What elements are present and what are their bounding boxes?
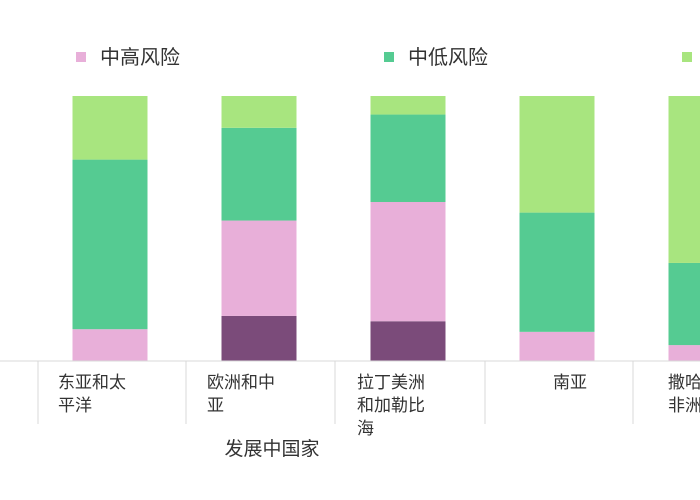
x-tick-label-line: 非洲 bbox=[668, 396, 700, 416]
bar-segment-2-2 bbox=[370, 114, 446, 202]
bar-segment-4-1 bbox=[668, 345, 700, 361]
x-tick-label-line: 亚 bbox=[207, 396, 224, 416]
x-axis bbox=[0, 360, 700, 424]
bar-segment-1-1 bbox=[221, 220, 297, 316]
legend: 中高风险 中低风险 bbox=[76, 45, 692, 69]
x-tick-labels: 东亚和太平洋 欧洲和中亚 拉丁美洲和加勒比海 南亚 撒哈非洲 bbox=[58, 373, 700, 439]
legend-swatch-3 bbox=[682, 52, 692, 62]
x-tick-label-1: 欧洲和中亚 bbox=[207, 373, 275, 416]
bar-segment-0-3 bbox=[72, 96, 148, 160]
x-tick-label-line: 和加勒比 bbox=[357, 396, 425, 416]
group-axis-label: 发展中国家 bbox=[224, 438, 319, 460]
x-tick-label-4: 撒哈非洲 bbox=[668, 373, 700, 416]
bar-segment-2-3 bbox=[370, 96, 446, 115]
bar-segment-3-1 bbox=[519, 331, 595, 361]
bar-segment-0-2 bbox=[72, 159, 148, 330]
bar-segment-4-2 bbox=[668, 262, 700, 346]
x-tick-label-0: 东亚和太平洋 bbox=[58, 373, 126, 416]
x-tick-label-line: 东亚和太 bbox=[58, 373, 126, 393]
legend-swatch-1 bbox=[76, 52, 86, 62]
bar-segment-2-1 bbox=[370, 202, 446, 322]
x-tick-label-line: 海 bbox=[357, 419, 374, 439]
bars bbox=[72, 96, 700, 361]
bar-segment-2-0 bbox=[370, 321, 446, 361]
legend-label-2: 中低风险 bbox=[408, 45, 488, 69]
bar-segment-3-2 bbox=[519, 212, 595, 332]
bar-segment-1-2 bbox=[221, 127, 297, 221]
x-tick-label-2: 拉丁美洲和加勒比海 bbox=[357, 373, 425, 439]
bar-segment-0-1 bbox=[72, 329, 148, 361]
bar-segment-1-0 bbox=[221, 315, 297, 361]
x-tick-label-line: 拉丁美洲 bbox=[357, 373, 425, 393]
x-tick-label-3: 南亚 bbox=[553, 373, 587, 393]
x-tick-label-line: 平洋 bbox=[58, 396, 92, 416]
legend-label-1: 中高风险 bbox=[100, 45, 180, 69]
x-tick-label-line: 撒哈 bbox=[668, 373, 700, 393]
x-tick-label-line: 欧洲和中 bbox=[207, 373, 275, 393]
legend-swatch-2 bbox=[384, 52, 394, 62]
bar-segment-1-3 bbox=[221, 96, 297, 128]
x-tick-label-line: 南亚 bbox=[553, 373, 587, 393]
bar-segment-3-3 bbox=[519, 96, 595, 213]
bar-segment-4-3 bbox=[668, 96, 700, 263]
